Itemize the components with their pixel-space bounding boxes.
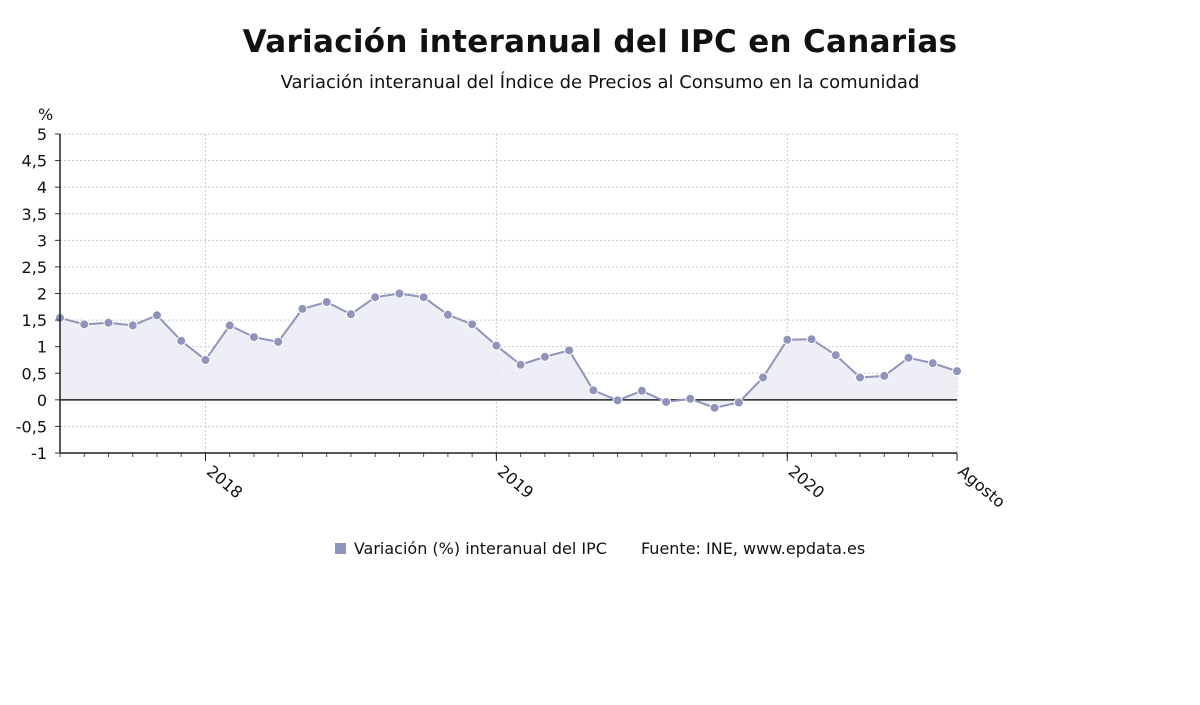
y-tick-label: 1,5 (22, 311, 47, 330)
data-point (564, 345, 575, 356)
x-tick-label: 2020 (785, 462, 828, 503)
y-tick-label: 0,5 (22, 364, 47, 383)
data-point (903, 352, 914, 363)
y-tick-label: 4,5 (22, 152, 47, 171)
y-tick-label: -1 (31, 444, 47, 463)
data-point (176, 335, 187, 346)
data-point (345, 309, 356, 320)
data-point (467, 319, 478, 330)
data-point (79, 319, 90, 330)
data-point (588, 385, 599, 396)
data-point (758, 372, 769, 383)
x-tick-label: Agosto (954, 462, 1009, 512)
data-point (515, 359, 526, 370)
data-point (539, 351, 550, 362)
legend: Variación (%) interanual del IPC Fuente:… (0, 539, 1200, 558)
axes: 5 4,5 4 3,5 3 2,5 2 1,5 1 0,5 0 -0,5 -1 2018 2019 2020 A… (16, 125, 1009, 512)
chart-subtitle: Variación interanual del Índice de Preci… (280, 72, 920, 93)
data-point (855, 372, 866, 383)
data-point (273, 336, 284, 347)
data-point (370, 292, 381, 303)
data-points (55, 288, 962, 413)
y-tick-label: 2,5 (22, 258, 47, 277)
y-axis-label: % (38, 105, 53, 124)
legend-item-ipc[interactable]: Variación (%) interanual del IPC (334, 539, 607, 558)
x-tick-label: 2018 (203, 462, 246, 503)
data-point (879, 370, 890, 381)
data-point (394, 288, 405, 299)
y-tick-label: 3,5 (22, 205, 47, 224)
y-tick-label: 0 (37, 391, 47, 410)
data-point (200, 354, 211, 365)
data-point (806, 334, 817, 345)
data-point (127, 320, 138, 331)
data-point (297, 303, 308, 314)
data-point (103, 317, 114, 328)
data-point (248, 332, 259, 343)
y-tick-label: 4 (37, 178, 47, 197)
legend-swatch (334, 543, 346, 554)
x-tick-label: 2019 (494, 462, 537, 503)
data-point (952, 366, 962, 377)
y-tick-label: 1 (37, 338, 47, 357)
y-tick-label: 3 (37, 231, 47, 250)
y-tick-label: 2 (37, 285, 47, 304)
y-tick-label: 5 (37, 125, 47, 144)
data-point (151, 310, 162, 321)
data-point (709, 402, 720, 413)
y-tick-label: -0,5 (16, 417, 47, 436)
data-point (636, 385, 647, 396)
data-point (224, 320, 235, 331)
data-point (442, 309, 453, 320)
data-point (927, 358, 938, 369)
data-point (321, 297, 332, 308)
data-point (661, 396, 672, 407)
data-point (830, 350, 841, 361)
data-point (733, 397, 744, 408)
data-point (418, 292, 429, 303)
grid (60, 133, 958, 454)
data-point (491, 340, 502, 351)
data-point (685, 393, 696, 404)
series-area (60, 293, 957, 408)
data-point (782, 334, 793, 345)
source-note: Fuente: INE, www.epdata.es (640, 539, 866, 558)
chart-title: Variación interanual del IPC en Canarias (242, 24, 958, 60)
data-point (612, 395, 623, 406)
legend-label: Variación (%) interanual del IPC (353, 539, 607, 558)
